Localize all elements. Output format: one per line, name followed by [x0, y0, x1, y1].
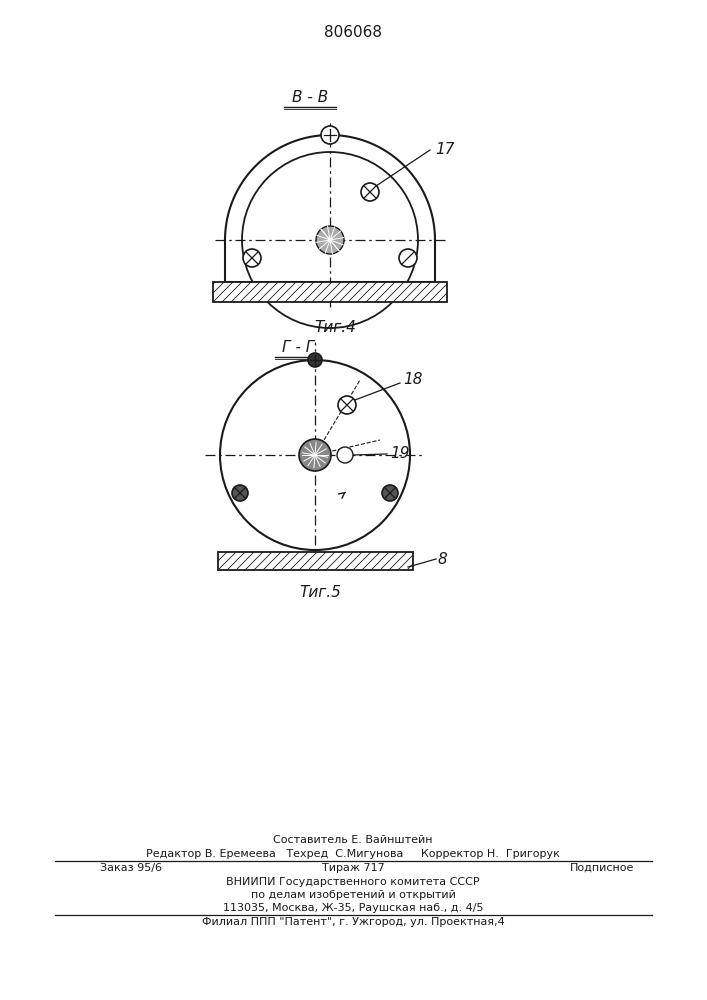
Text: ВНИИПИ Государственного комитета СССР: ВНИИПИ Государственного комитета СССР [226, 877, 480, 887]
Text: 19: 19 [390, 446, 409, 460]
Text: Подписное: Подписное [570, 863, 634, 873]
Text: Редактор В. Еремеева   Техред  С.Мигунова     Корректор Н.  Григорук: Редактор В. Еремеева Техред С.Мигунова К… [146, 849, 560, 859]
Bar [213, 282, 447, 302]
Circle shape [316, 226, 344, 254]
Bar [218, 552, 413, 570]
Text: 8: 8 [438, 552, 448, 566]
Circle shape [308, 353, 322, 367]
Text: Составитель Е. Вайнштейн: Составитель Е. Вайнштейн [273, 835, 433, 845]
Text: Филиал ППП "Патент", г. Ужгород, ул. Проектная,4: Филиал ППП "Патент", г. Ужгород, ул. Про… [201, 917, 504, 927]
Circle shape [232, 485, 248, 501]
Text: Τиг.5: Τиг.5 [299, 585, 341, 600]
Text: Г - Г: Г - Г [282, 340, 314, 355]
Circle shape [382, 485, 398, 501]
Circle shape [299, 439, 331, 471]
Circle shape [399, 249, 417, 267]
Text: 17: 17 [435, 142, 455, 157]
Text: по делам изобретений и открытий: по делам изобретений и открытий [250, 890, 455, 900]
Text: Τиг.4: Τиг.4 [314, 320, 356, 335]
Text: В - В: В - В [292, 90, 328, 105]
Circle shape [243, 249, 261, 267]
Circle shape [338, 396, 356, 414]
Text: Тираж 717: Тираж 717 [322, 863, 385, 873]
Circle shape [337, 447, 353, 463]
Circle shape [321, 126, 339, 144]
Circle shape [361, 183, 379, 201]
Text: 113035, Москва, Ж-35, Раушская наб., д. 4/5: 113035, Москва, Ж-35, Раушская наб., д. … [223, 903, 484, 913]
Text: Заказ 95/6: Заказ 95/6 [100, 863, 162, 873]
Text: 18: 18 [403, 372, 423, 387]
Text: 806068: 806068 [324, 25, 382, 40]
